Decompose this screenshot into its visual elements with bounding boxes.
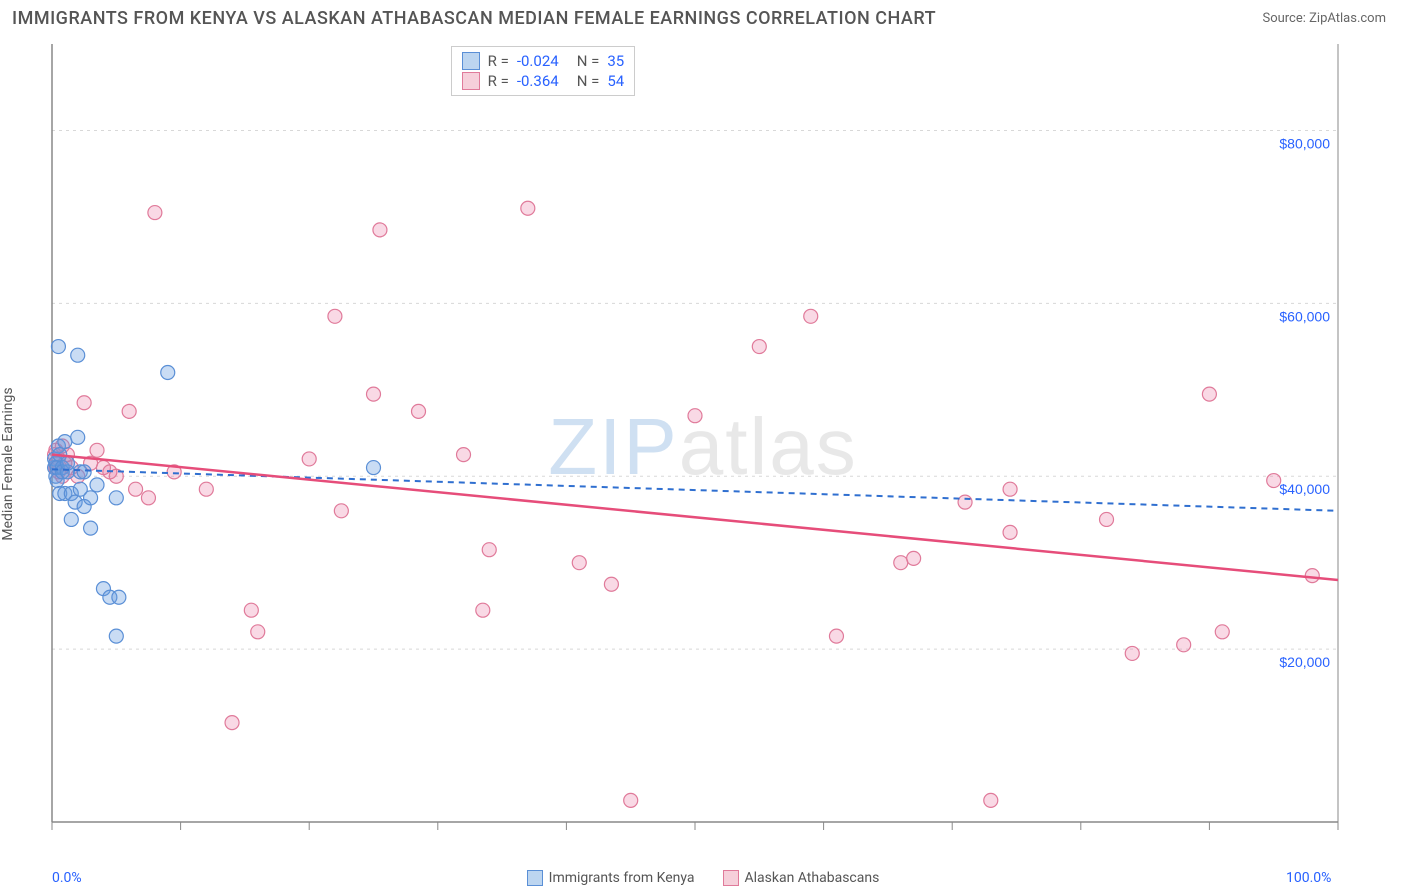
data-point: [148, 206, 162, 220]
legend-swatch-icon: [462, 72, 480, 90]
legend-r-value: -0.364: [517, 72, 559, 90]
legend-item: Alaskan Athabascans: [723, 870, 880, 886]
data-point: [141, 491, 155, 505]
data-point: [1125, 646, 1139, 660]
legend-swatch-icon: [462, 52, 480, 70]
data-point: [77, 465, 91, 479]
data-point: [1003, 525, 1017, 539]
legend-n-value: 54: [607, 72, 624, 90]
legend-swatch-icon: [527, 870, 543, 886]
data-point: [1003, 482, 1017, 496]
data-point: [84, 491, 98, 505]
data-point: [71, 430, 85, 444]
legend-n-label: N =: [577, 72, 600, 90]
legend-series-label: Alaskan Athabascans: [745, 870, 880, 886]
trend-line: [52, 469, 1338, 510]
data-point: [367, 387, 381, 401]
data-point: [1202, 387, 1216, 401]
data-point: [112, 590, 126, 604]
svg-text:$80,000: $80,000: [1279, 135, 1330, 151]
data-point: [604, 577, 618, 591]
data-point: [77, 396, 91, 410]
data-point: [122, 404, 136, 418]
trend-line: [52, 455, 1338, 580]
series-legend: Immigrants from Kenya Alaskan Athabascans: [0, 870, 1406, 886]
chart-area: Median Female Earnings ZIPatlas $20,000$…: [0, 36, 1406, 892]
data-point: [334, 504, 348, 518]
legend-row: R = -0.024 N = 35: [462, 51, 625, 71]
data-point: [476, 603, 490, 617]
legend-series-label: Immigrants from Kenya: [549, 870, 695, 886]
data-point: [129, 482, 143, 496]
data-point: [958, 495, 972, 509]
data-point: [1177, 638, 1191, 652]
data-point: [1267, 474, 1281, 488]
data-point: [804, 309, 818, 323]
data-point: [64, 512, 78, 526]
data-point: [90, 443, 104, 457]
data-point: [328, 309, 342, 323]
legend-r-label: R =: [488, 72, 509, 90]
svg-text:$40,000: $40,000: [1279, 481, 1330, 497]
data-point: [457, 448, 471, 462]
legend-r-label: R =: [488, 52, 509, 70]
data-point: [109, 629, 123, 643]
data-point: [244, 603, 258, 617]
data-point: [199, 482, 213, 496]
data-point: [1215, 625, 1229, 639]
data-point: [752, 340, 766, 354]
legend-n-value: 35: [607, 52, 624, 70]
data-point: [894, 556, 908, 570]
data-point: [572, 556, 586, 570]
correlation-legend: R = -0.024 N = 35 R = -0.364 N = 54: [451, 46, 636, 96]
data-point: [412, 404, 426, 418]
data-point: [984, 793, 998, 807]
legend-r-value: -0.024: [517, 52, 559, 70]
data-point: [60, 456, 74, 470]
data-point: [58, 435, 72, 449]
data-point: [109, 491, 123, 505]
data-point: [829, 629, 843, 643]
chart-header: IMMIGRANTS FROM KENYA VS ALASKAN ATHABAS…: [0, 0, 1406, 33]
chart-title: IMMIGRANTS FROM KENYA VS ALASKAN ATHABAS…: [12, 8, 936, 29]
data-point: [373, 223, 387, 237]
data-point: [624, 793, 638, 807]
data-point: [367, 461, 381, 475]
legend-swatch-icon: [723, 870, 739, 886]
legend-item: Immigrants from Kenya: [527, 870, 695, 886]
data-point: [51, 340, 65, 354]
data-point: [90, 478, 104, 492]
data-point: [1305, 569, 1319, 583]
data-point: [161, 365, 175, 379]
y-axis-label: Median Female Earnings: [0, 387, 16, 540]
chart-source: Source: ZipAtlas.com: [1262, 11, 1386, 26]
data-point: [302, 452, 316, 466]
legend-row: R = -0.364 N = 54: [462, 71, 625, 91]
data-point: [251, 625, 265, 639]
data-point: [225, 716, 239, 730]
scatter-plot: $20,000 $40,000 $60,000 $80,000: [0, 36, 1406, 892]
svg-text:$60,000: $60,000: [1279, 308, 1330, 324]
data-point: [907, 551, 921, 565]
svg-text:$20,000: $20,000: [1279, 654, 1330, 670]
data-point: [84, 521, 98, 535]
data-point: [71, 348, 85, 362]
legend-n-label: N =: [577, 52, 600, 70]
data-point: [1100, 512, 1114, 526]
data-point: [521, 201, 535, 215]
data-point: [688, 409, 702, 423]
data-point: [482, 543, 496, 557]
